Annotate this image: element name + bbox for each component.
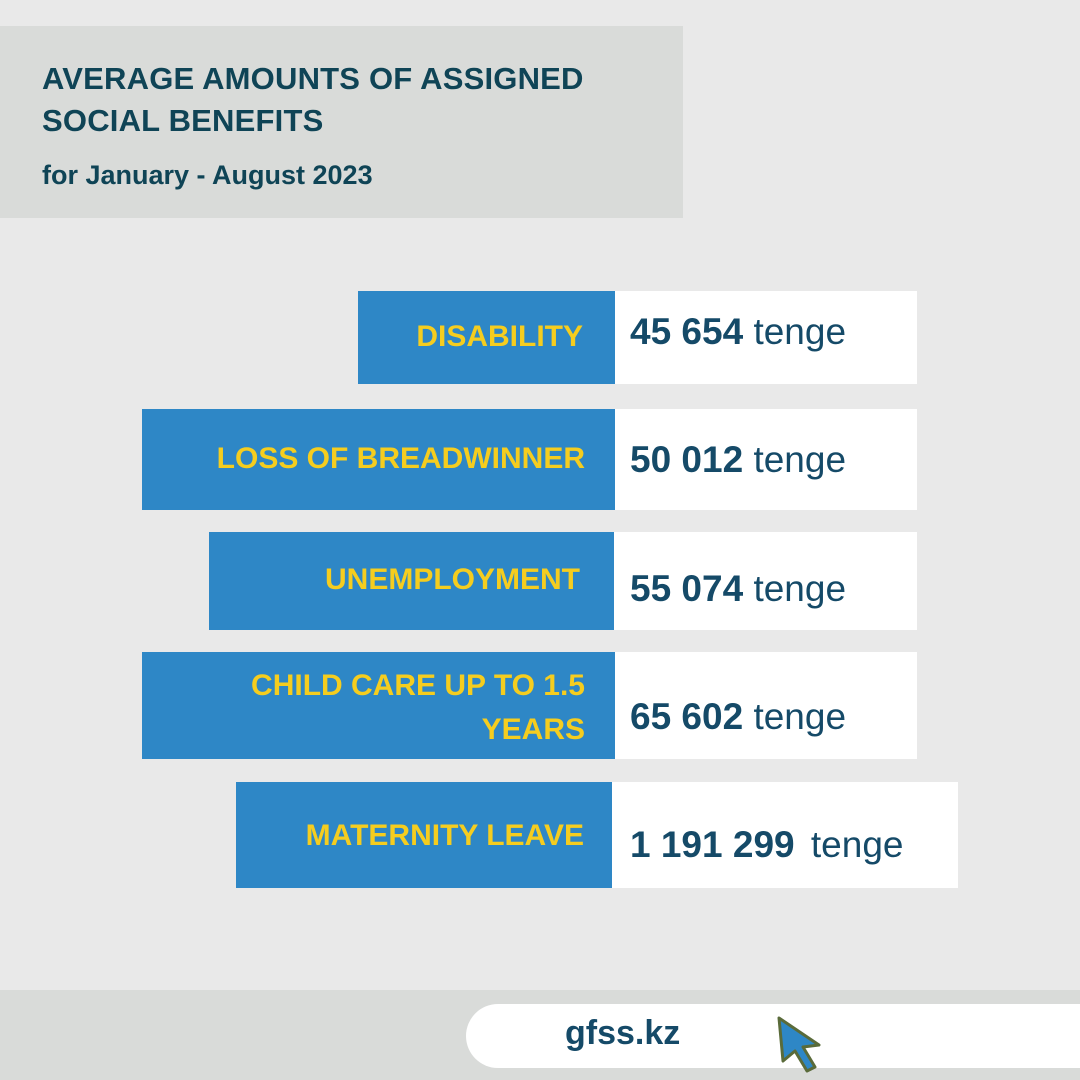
- benefit-label-disability: DISABILITY: [358, 291, 615, 384]
- cursor-arrow-icon: [777, 1016, 821, 1073]
- website-pill[interactable]: [466, 1004, 1080, 1068]
- benefit-unit: tenge: [753, 696, 847, 737]
- benefit-value-child-care: 65 602 tenge: [615, 652, 917, 759]
- benefit-unit: tenge: [753, 439, 847, 480]
- header-panel: [0, 26, 683, 218]
- benefit-value-loss-of-breadwinner: 50 012 tenge: [615, 409, 917, 510]
- website-link[interactable]: gfss.kz: [565, 1014, 681, 1052]
- benefit-amount: 50 012: [630, 439, 744, 480]
- benefit-unit: tenge: [753, 311, 847, 352]
- benefit-unit: tenge: [753, 568, 847, 609]
- benefit-amount: 55 074: [630, 568, 744, 609]
- benefit-amount: 1 191 299: [630, 824, 795, 865]
- benefit-label-maternity-leave: MATERNITY LEAVE: [236, 782, 612, 888]
- benefit-amount: 45 654: [630, 311, 744, 352]
- page-title: AVERAGE AMOUNTS OF ASSIGNED SOCIAL BENEF…: [42, 61, 584, 138]
- benefit-label-child-care: CHILD CARE UP TO 1.5 YEARS: [142, 652, 615, 759]
- benefit-value-unemployment: 55 074 tenge: [614, 532, 917, 630]
- page-subtitle: for January - August 2023: [42, 160, 373, 190]
- benefit-amount: 65 602: [630, 696, 744, 737]
- benefit-unit: tenge: [810, 824, 904, 865]
- benefit-value-disability: 45 654 tenge: [615, 291, 917, 384]
- benefit-label-loss-of-breadwinner: LOSS OF BREADWINNER: [142, 409, 615, 510]
- benefit-value-maternity-leave: 1 191 299 tenge: [612, 782, 958, 888]
- benefit-label-unemployment: UNEMPLOYMENT: [209, 532, 614, 630]
